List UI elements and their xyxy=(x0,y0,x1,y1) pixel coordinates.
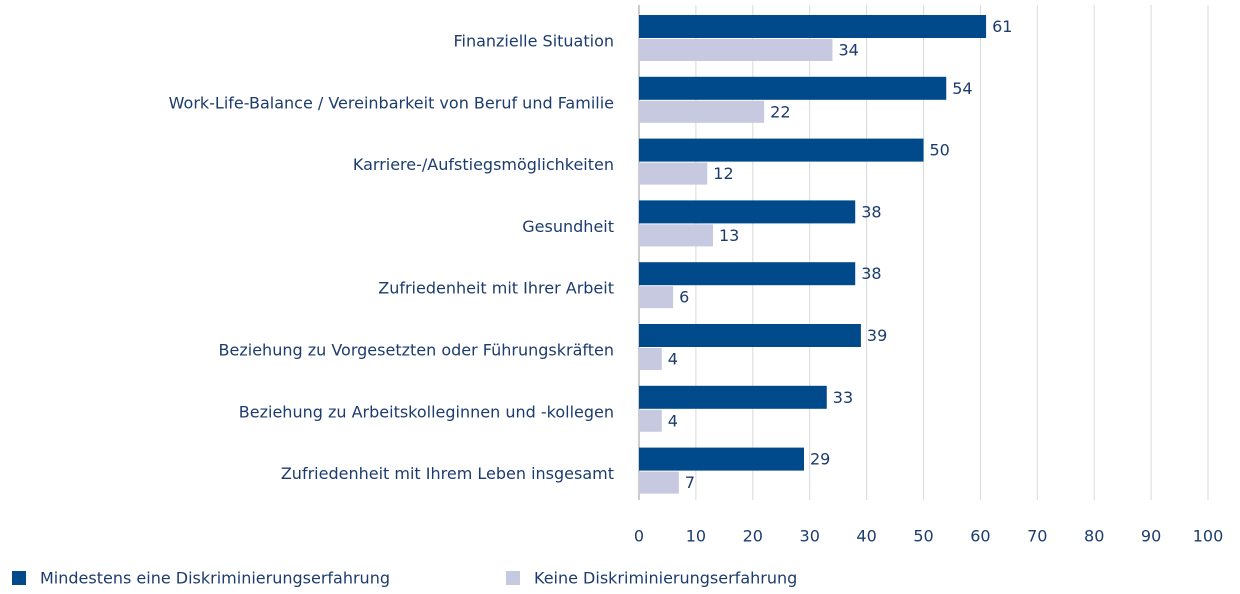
bar xyxy=(639,100,765,123)
x-tick-label: 50 xyxy=(913,527,933,546)
bar xyxy=(639,162,708,185)
bar xyxy=(639,286,674,309)
value-label: 13 xyxy=(719,226,739,245)
value-label: 22 xyxy=(770,102,790,121)
value-label: 50 xyxy=(930,141,950,160)
value-label: 33 xyxy=(833,388,853,407)
x-tick-label: 0 xyxy=(634,527,644,546)
bar xyxy=(639,471,679,494)
bar xyxy=(639,224,713,247)
x-tick-label: 90 xyxy=(1141,527,1161,546)
category-label: Gesundheit xyxy=(522,217,614,236)
x-tick-label: 10 xyxy=(686,527,706,546)
x-tick-label: 20 xyxy=(743,527,763,546)
bar xyxy=(639,348,662,370)
category-label: Zufriedenheit mit Ihrem Leben insgesamt xyxy=(281,464,614,483)
category-label: Beziehung zu Vorgesetzten oder Führungsk… xyxy=(219,341,614,360)
category-label: Karriere-/Aufstiegsmöglichkeiten xyxy=(353,155,614,174)
value-label: 4 xyxy=(668,411,678,430)
bar xyxy=(639,447,805,471)
category-label: Finanzielle Situation xyxy=(453,32,614,51)
value-label: 29 xyxy=(810,450,830,469)
legend-label: Mindestens eine Diskriminierungserfahrun… xyxy=(40,569,390,588)
category-label: Zufriedenheit mit Ihrer Arbeit xyxy=(378,279,614,298)
x-tick-label: 40 xyxy=(856,527,876,546)
value-label: 7 xyxy=(685,473,695,492)
value-label: 4 xyxy=(668,350,678,369)
value-label: 38 xyxy=(861,202,881,221)
bar xyxy=(639,200,856,224)
legend-swatch xyxy=(12,571,26,585)
bar xyxy=(639,15,987,38)
value-label: 12 xyxy=(713,164,733,183)
bar xyxy=(639,324,861,347)
value-label: 54 xyxy=(952,79,972,98)
value-label: 39 xyxy=(867,326,887,345)
bar xyxy=(639,76,947,100)
value-label: 6 xyxy=(679,288,689,307)
value-label: 34 xyxy=(838,41,858,60)
x-tick-label: 80 xyxy=(1084,527,1104,546)
bar xyxy=(639,385,827,409)
bar xyxy=(639,138,924,162)
category-label: Work-Life-Balance / Vereinbarkeit von Be… xyxy=(169,93,614,112)
legend-swatch xyxy=(506,571,520,585)
x-tick-label: 60 xyxy=(970,527,990,546)
legend-label: Keine Diskriminierungserfahrung xyxy=(534,569,797,588)
x-tick-label: 70 xyxy=(1027,527,1047,546)
x-tick-label: 100 xyxy=(1193,527,1224,546)
bar xyxy=(639,39,833,61)
bar xyxy=(639,409,662,432)
bar xyxy=(639,262,856,286)
category-label: Beziehung zu Arbeitskolleginnen und -kol… xyxy=(239,402,614,421)
value-label: 38 xyxy=(861,264,881,283)
x-tick-label: 30 xyxy=(800,527,820,546)
value-label: 61 xyxy=(992,17,1012,36)
